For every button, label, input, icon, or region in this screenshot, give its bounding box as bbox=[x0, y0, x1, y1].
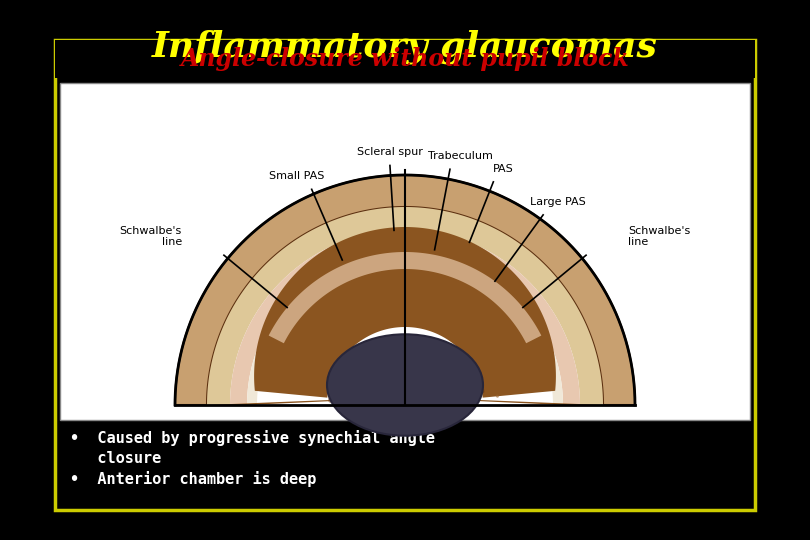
Polygon shape bbox=[255, 391, 635, 405]
Ellipse shape bbox=[376, 367, 381, 384]
Bar bbox=[60, 83, 750, 420]
Polygon shape bbox=[247, 247, 563, 405]
Polygon shape bbox=[207, 207, 603, 405]
Text: Scleral spur: Scleral spur bbox=[357, 147, 423, 158]
Text: Schwalbe's
line: Schwalbe's line bbox=[120, 226, 182, 247]
Polygon shape bbox=[175, 391, 555, 405]
Text: •  Caused by progressive synechial angle
   closure
•  Anterior chamber is deep: • Caused by progressive synechial angle … bbox=[70, 430, 435, 487]
Ellipse shape bbox=[327, 334, 483, 436]
Ellipse shape bbox=[319, 386, 324, 393]
Ellipse shape bbox=[421, 397, 434, 400]
Polygon shape bbox=[254, 227, 556, 397]
Bar bbox=[55, 40, 755, 510]
Ellipse shape bbox=[454, 396, 469, 399]
Text: Trabeculum: Trabeculum bbox=[428, 151, 492, 161]
Ellipse shape bbox=[328, 393, 338, 403]
Text: Inflammatory glaucomas: Inflammatory glaucomas bbox=[152, 30, 658, 64]
Text: Small PAS: Small PAS bbox=[269, 171, 324, 181]
Polygon shape bbox=[175, 175, 635, 405]
Text: PAS: PAS bbox=[493, 164, 514, 174]
Bar bbox=[55, 40, 755, 78]
Polygon shape bbox=[230, 230, 580, 405]
Ellipse shape bbox=[356, 381, 365, 387]
Ellipse shape bbox=[390, 369, 393, 373]
Ellipse shape bbox=[339, 390, 345, 396]
Text: Schwalbe's
line: Schwalbe's line bbox=[628, 226, 690, 247]
Ellipse shape bbox=[396, 396, 403, 400]
Bar bbox=[60, 422, 750, 507]
Text: Angle-closure without pupil block: Angle-closure without pupil block bbox=[181, 47, 629, 71]
Ellipse shape bbox=[496, 395, 499, 397]
Ellipse shape bbox=[478, 384, 484, 393]
Text: Large PAS: Large PAS bbox=[531, 197, 586, 207]
Ellipse shape bbox=[347, 374, 355, 383]
Polygon shape bbox=[175, 175, 635, 405]
Polygon shape bbox=[269, 252, 541, 343]
